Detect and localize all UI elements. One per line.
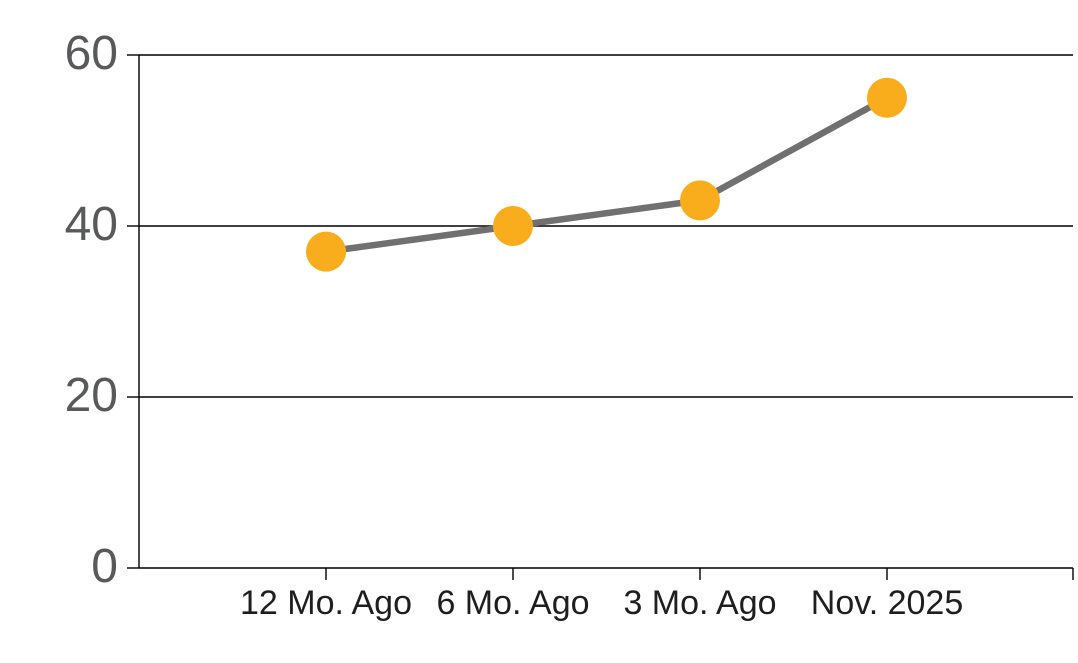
y-axis-tick-label: 60 — [65, 27, 118, 80]
x-axis-tick-label: 3 Mo. Ago — [623, 584, 776, 622]
x-axis-tick-label: 6 Mo. Ago — [436, 584, 589, 622]
x-axis-tick-label: Nov. 2025 — [811, 584, 963, 622]
data-line — [322, 94, 891, 255]
data-point-marker — [867, 77, 907, 118]
data-point-marker — [493, 206, 533, 246]
y-axis-tick-label: 20 — [65, 369, 118, 422]
data-point-marker — [680, 180, 720, 221]
y-axis-tick-label: 0 — [91, 540, 118, 593]
y-axis-tick-label: 40 — [65, 198, 118, 251]
data-point-marker — [306, 231, 346, 272]
x-axis-tick-label: 12 Mo. Ago — [240, 584, 412, 622]
